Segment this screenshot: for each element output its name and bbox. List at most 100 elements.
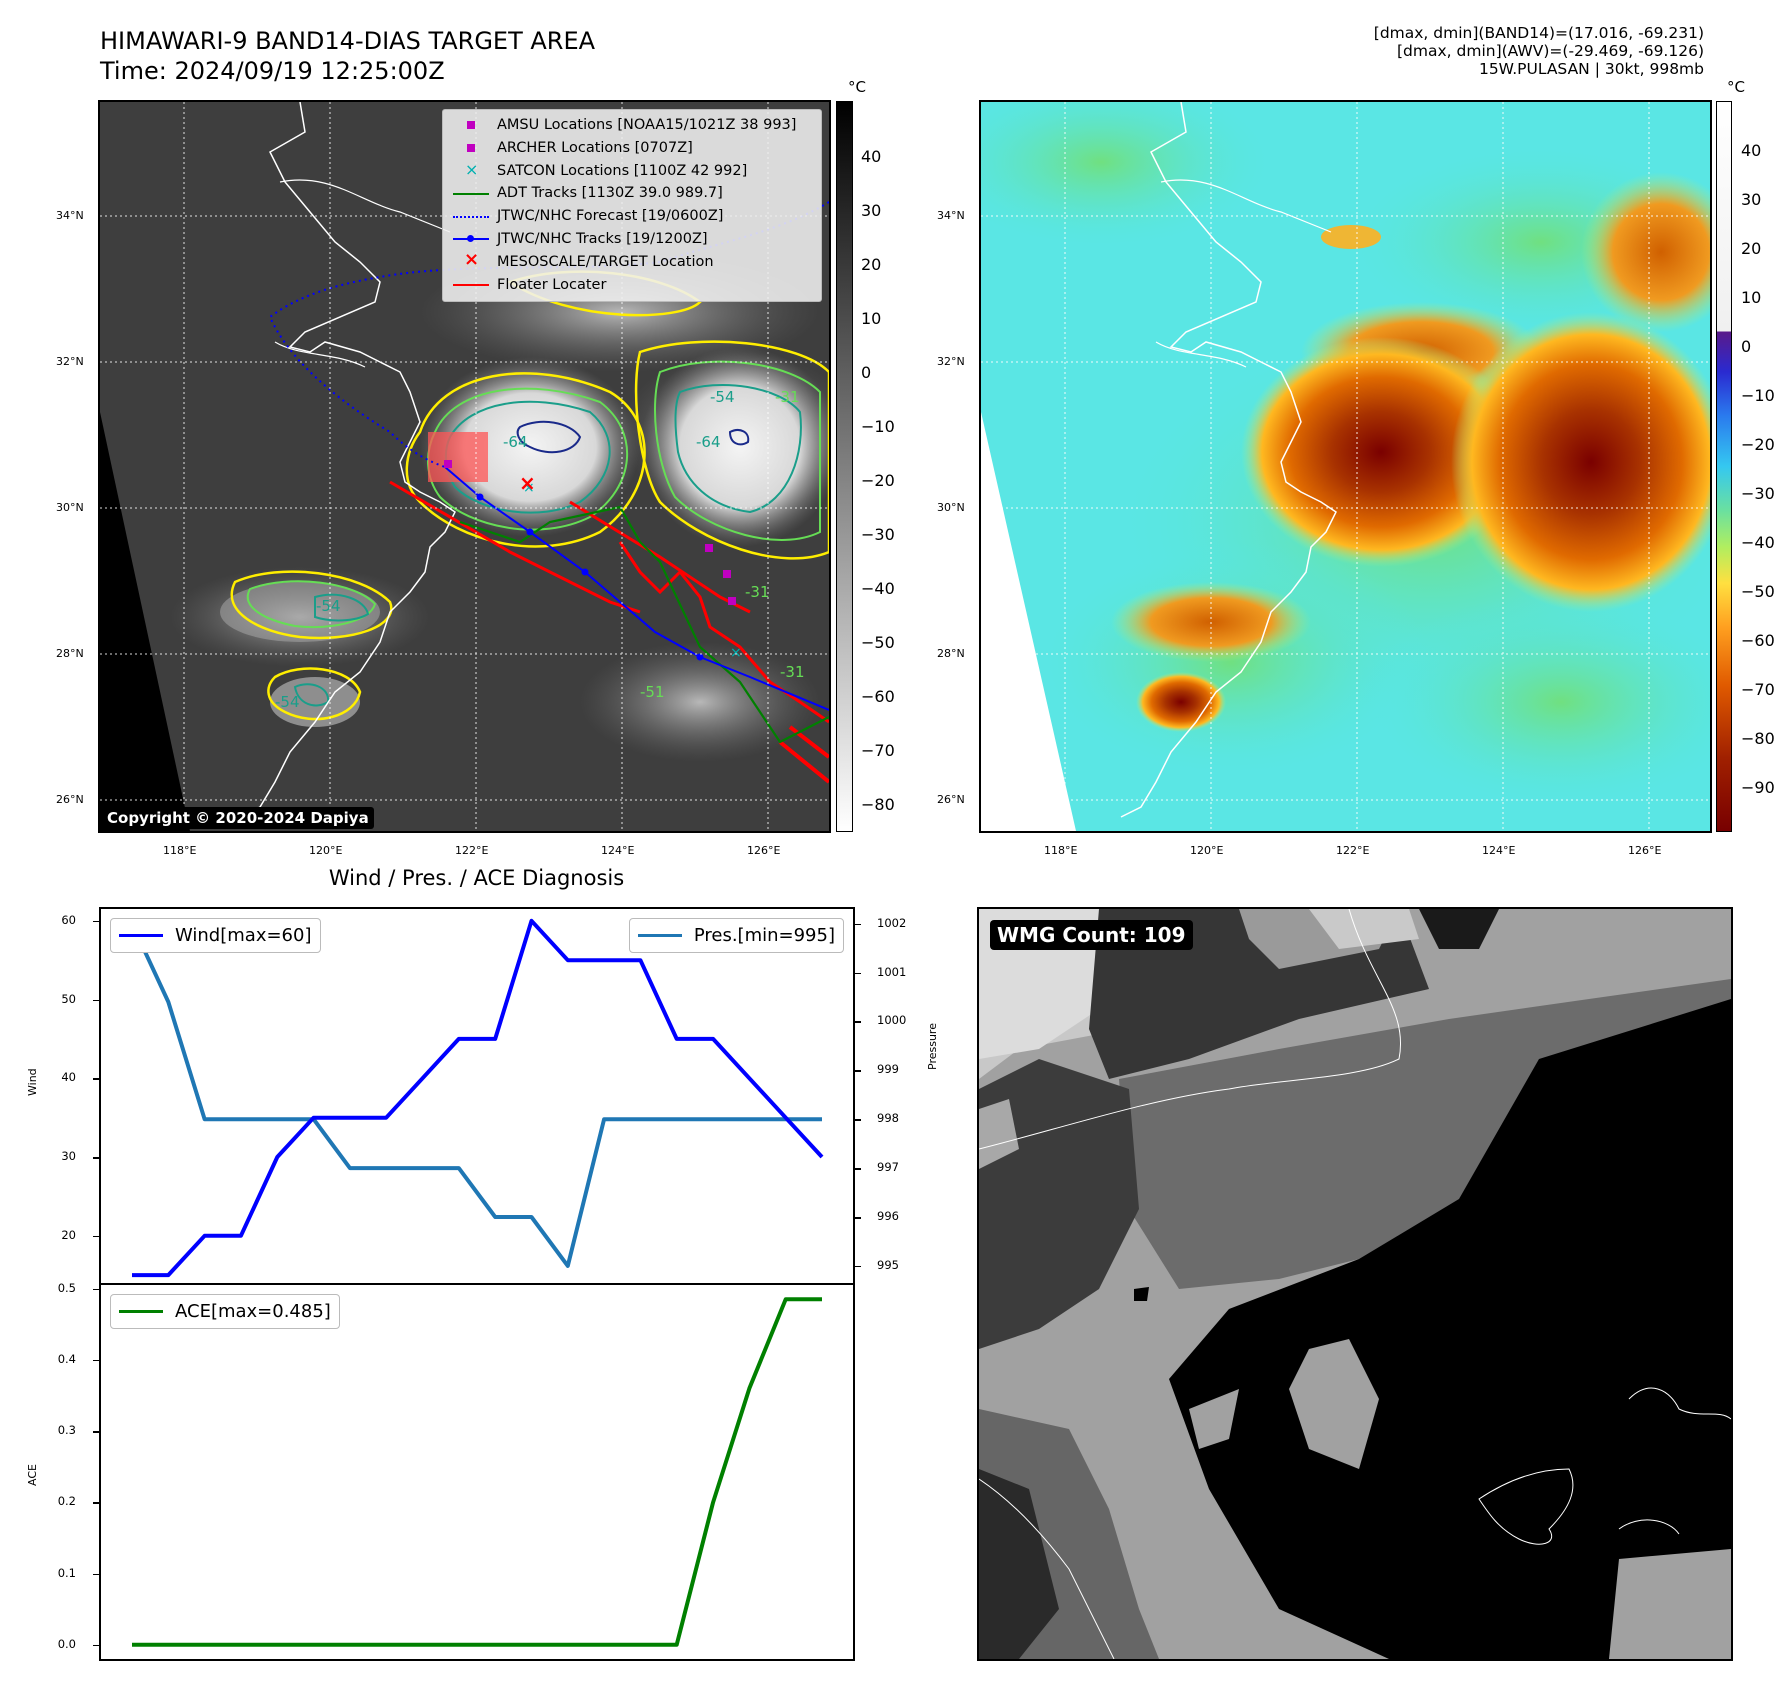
info-storm: 15W.PULASAN | 30kt, 998mb [1478,60,1704,78]
pressure-tick: 998 [877,1111,899,1126]
colorbar-tick: −20 [861,471,895,490]
ace-tick-mark [93,1644,99,1647]
red-line-icon [451,276,491,294]
lat-tick: 30°N [937,501,965,514]
colorbar-tick: −40 [861,579,895,598]
contour-label: -51 [640,683,665,701]
pressure-tick-mark [855,1070,861,1072]
legend-label: AMSU Locations [NOAA15/1021Z 38 993] [497,117,797,133]
pressure-tick: 995 [877,1257,899,1272]
blue-dotted-line-icon [451,208,491,226]
ace-svg [132,1297,822,1647]
colorbar-tick: −30 [861,525,895,544]
band14-map: -64 -54 -31 -64 -54 -31 -54 -51 -31 [98,100,831,833]
ace-tick: 0.0 [57,1636,76,1651]
colorbar-unit: °C [848,78,866,96]
legend-label: Floater Locater [497,276,607,293]
lat-tick: 26°N [56,793,84,806]
wmg-count-label: WMG Count: 109 [990,920,1193,950]
wind-tick: 30 [61,1149,76,1164]
colorbar-tick: 30 [861,201,882,220]
colorbar-tick: 40 [1741,141,1762,160]
wind-tick-mark [93,1078,99,1080]
wind-legend-label: Wind[max=60] [175,925,312,946]
wind-pressure-plot: Wind[max=60] Pres.[min=995] [99,907,855,1285]
lat-tick: 28°N [56,647,84,660]
pressure-tick: 1002 [877,915,907,930]
ace-line [132,1297,822,1647]
wmg-image [979,909,1731,1659]
ace-tick: 0.3 [57,1423,76,1438]
ace-tick-mark [93,1502,99,1504]
map-legend: AMSU Locations [NOAA15/1021Z 38 993] ARC… [442,109,822,302]
wind-axis-label: Wind [26,1068,39,1096]
lat-tick: 26°N [937,793,965,806]
lon-tick: 118°E [163,844,197,857]
lon-tick: 122°E [455,844,489,857]
colorbar-tick: −20 [1741,435,1775,454]
pressure-tick: 996 [877,1209,899,1223]
colorbar-tick: 0 [1741,337,1752,356]
diagnosis-title: Wind / Pres. / ACE Diagnosis [328,866,625,890]
colorbar-tick: −60 [861,687,895,706]
red-x-icon: × [464,249,480,271]
colorbar-tick: −40 [1741,533,1775,552]
legend-label: JTWC/NHC Forecast [19/0600Z] [497,208,724,225]
svg-text:×: × [519,471,536,495]
legend-item: JTWC/NHC Forecast [19/0600Z] [451,205,813,228]
colorbar-tick: −90 [1741,778,1775,797]
pressure-tick: 997 [877,1160,899,1175]
ace-legend-swatch [119,1310,163,1313]
lat-tick: 32°N [937,355,965,368]
contour-label: -31 [775,388,800,406]
pressure-tick: 1001 [877,964,907,979]
lat-tick: 34°N [56,209,84,222]
ace-tick: 0.4 [57,1351,76,1366]
legend-item: AMSU Locations [NOAA15/1021Z 38 993] [451,114,813,137]
legend-item: JTWC/NHC Tracks [19/1200Z] [451,228,813,251]
figure-time: Time: 2024/09/19 12:25:00Z [100,57,445,85]
legend-item: ADT Tracks [1130Z 39.0 989.7] [451,182,813,205]
colorbar-tick: −50 [1741,582,1775,601]
legend-item: ARCHER Locations [0707Z] [451,137,813,160]
blue-line-dot-icon [451,230,491,248]
green-line-icon [451,185,491,203]
legend-item: × MESOSCALE/TARGET Location [451,249,813,274]
awv-map-image [981,102,1710,831]
legend-item: × SATCON Locations [1100Z 42 992] [451,160,813,183]
wind-tick-mark [93,1235,99,1238]
ace-legend-label: ACE[max=0.485] [175,1301,331,1322]
info-block: [dmax, dmin](BAND14)=(17.016, -69.231) [… [1374,24,1704,78]
colorbar-tick: −50 [861,633,895,652]
colorbar-tick: 0 [861,363,872,382]
colorbar-unit: °C [1727,78,1745,96]
pressure-tick-mark [855,1021,861,1023]
ace-axis-label: ACE [26,1464,39,1486]
awv-colorbar [1716,101,1732,832]
lat-tick: 30°N [56,501,84,514]
contour-label: -64 [696,433,721,451]
lon-tick: 120°E [309,844,343,857]
pressure-legend-swatch [637,934,682,937]
figure-title: HIMAWARI-9 BAND14-DIAS TARGET AREA [100,27,596,55]
colorbar-tick: −80 [1741,729,1775,748]
wind-tick-mark [93,1157,99,1159]
ace-tick: 0.5 [57,1280,76,1295]
legend-label: SATCON Locations [1100Z 42 992] [497,162,748,179]
ace-plot: ACE[max=0.485] [99,1283,855,1661]
pressure-legend: Pres.[min=995] [628,918,844,953]
copyright-label: Copyright © 2020-2024 Dapiya [102,807,374,829]
colorbar-tick: 20 [861,255,882,274]
contour-label: -64 [503,433,528,451]
legend-label: ADT Tracks [1130Z 39.0 989.7] [497,185,723,202]
wind-tick-mark [93,920,99,923]
cyan-x-icon: × [465,159,479,179]
colorbar-tick: 10 [861,309,882,328]
colorbar-tick: −80 [861,795,895,814]
pressure-tick-mark [855,972,861,975]
colorbar-tick: 10 [1741,288,1762,307]
wind-pressure-svg [130,918,824,1278]
pressure-line [130,922,822,1268]
colorbar-tick: −70 [861,741,895,760]
legend-label: ARCHER Locations [0707Z] [497,139,693,156]
